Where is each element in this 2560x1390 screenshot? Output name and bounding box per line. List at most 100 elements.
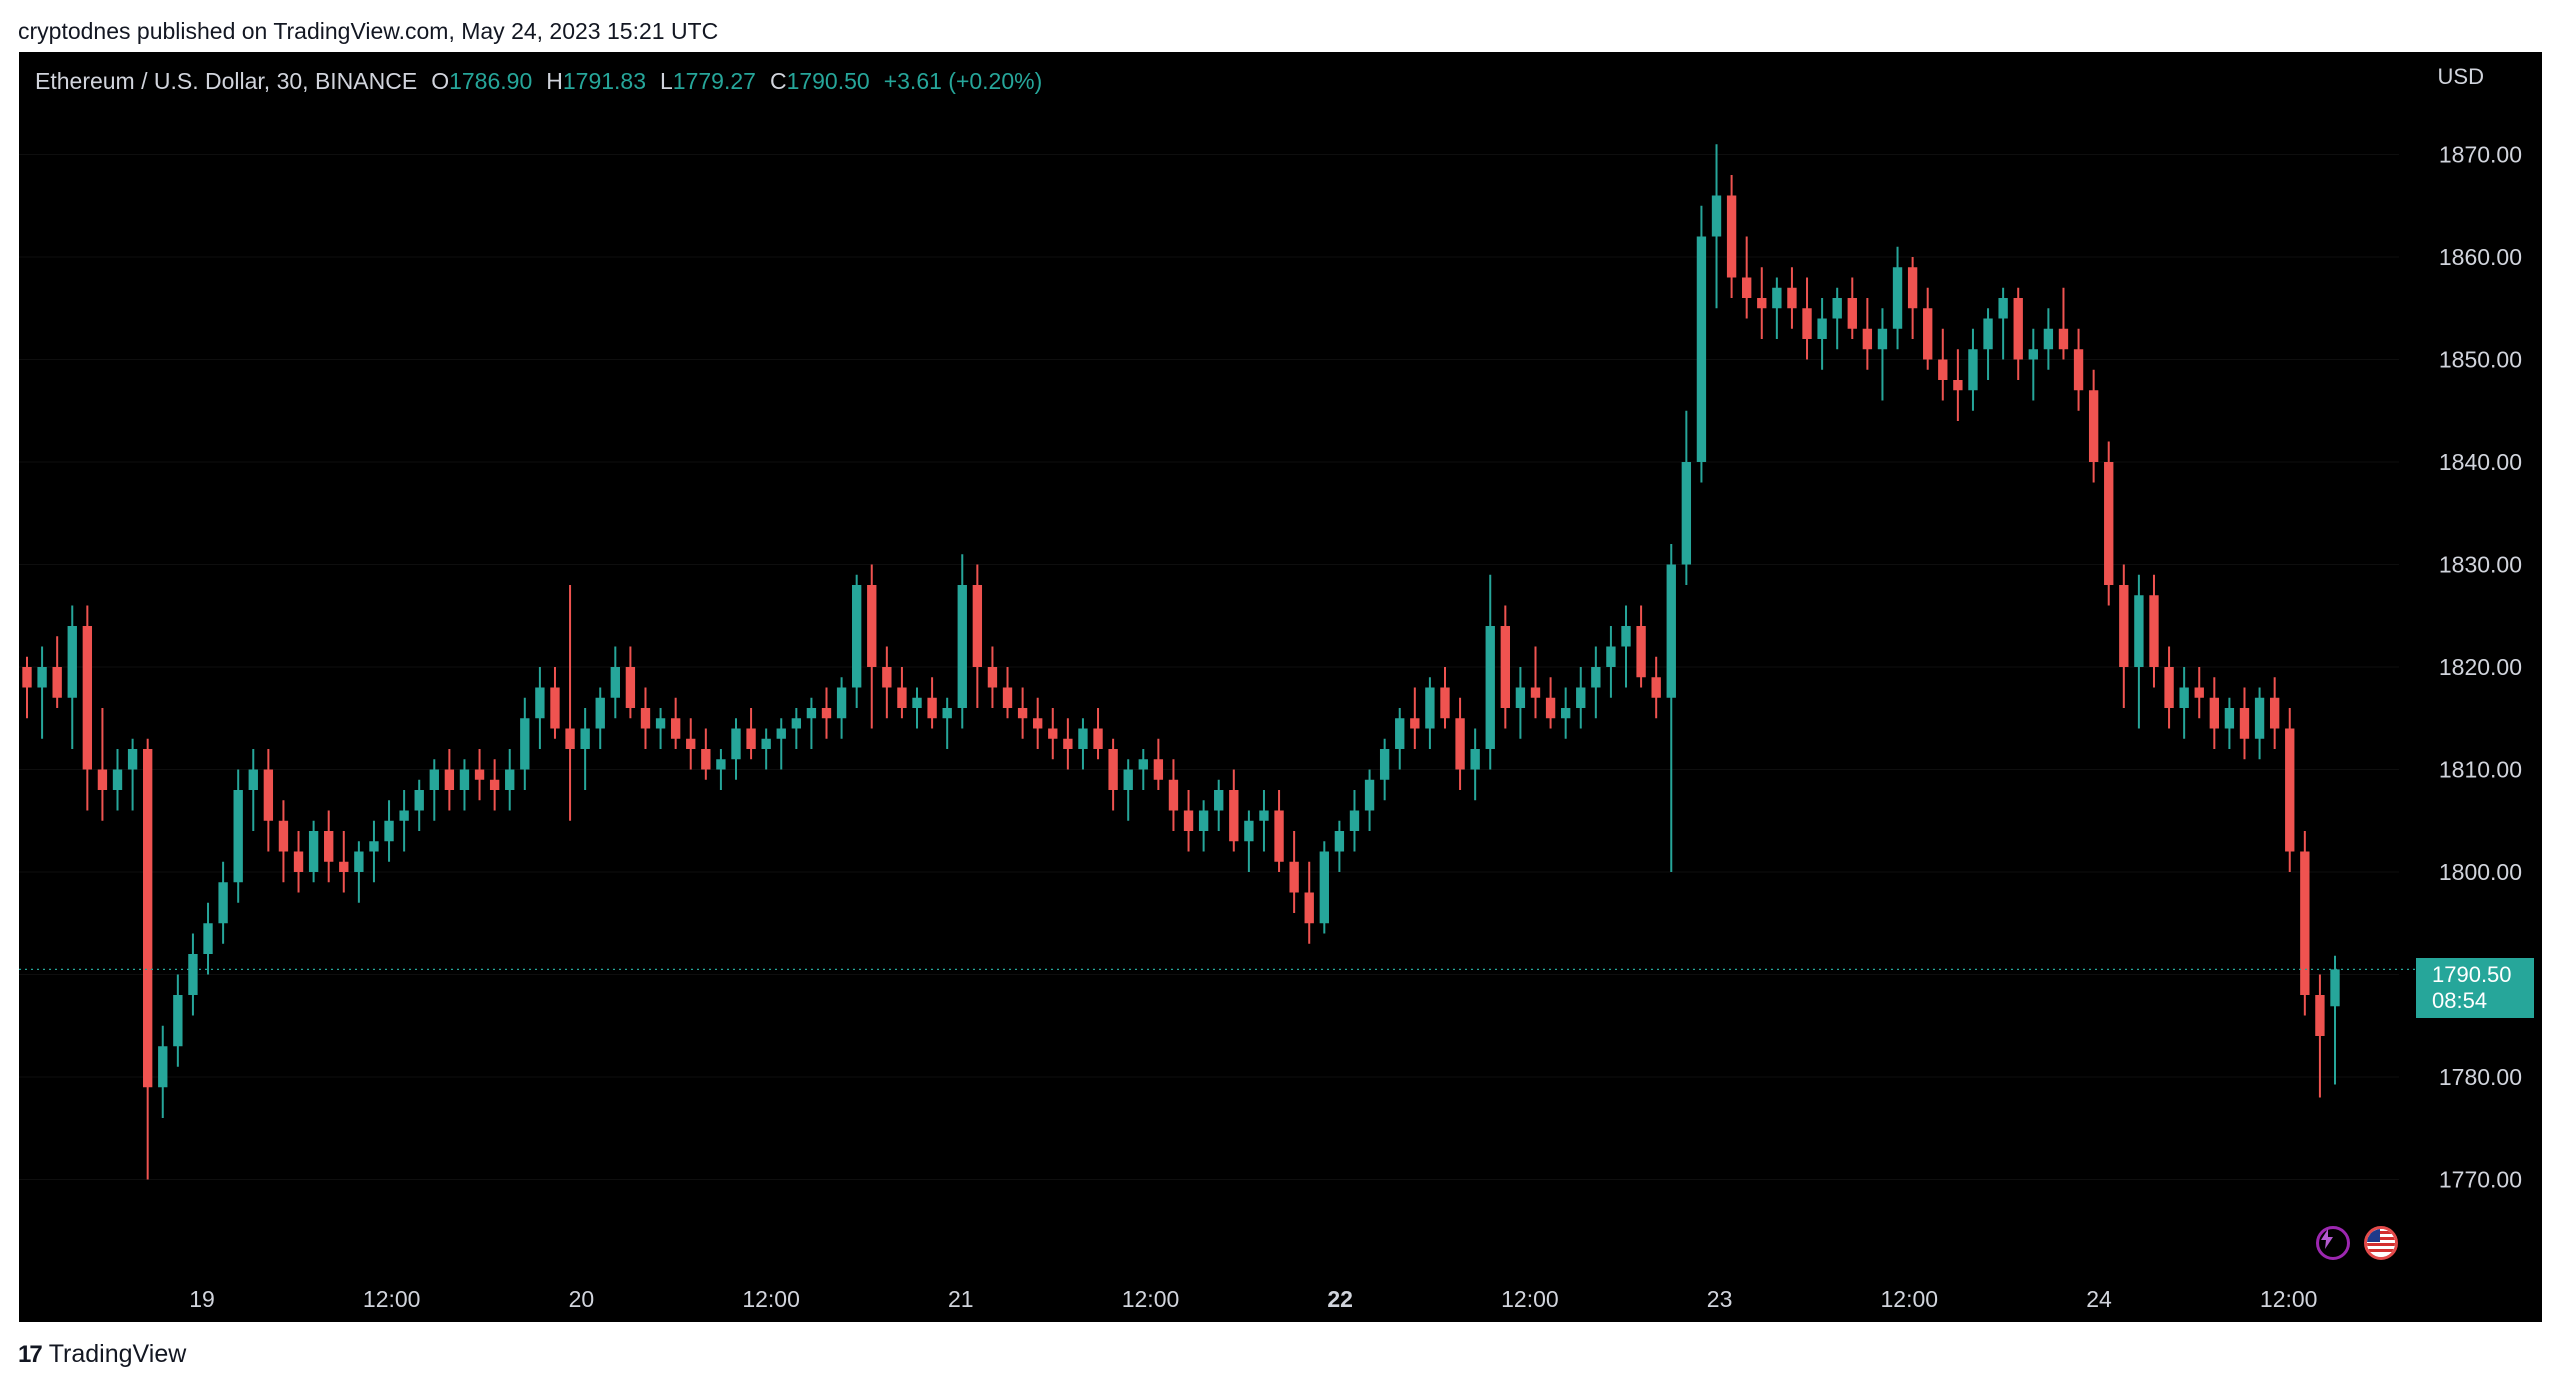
chart-panel[interactable]: 1770.00 1780.00 1800.00 1810.00 1820.00 1830.… [19,52,2542,1322]
candle-body [1108,749,1118,790]
candle-body [127,749,138,770]
candle-body [942,708,952,719]
candle-body [1033,718,1043,729]
candle-body [2209,697,2219,729]
candle-body [776,728,786,739]
candle-body [1847,298,1857,329]
candle-body [1093,728,1103,749]
candle-body [97,769,108,790]
candle-body [716,759,726,770]
candle-body [1168,779,1179,811]
y-tick-label: 1780.00 [2439,1064,2522,1090]
candle-body [535,687,545,719]
y-tick-label: 1820.00 [2439,654,2522,680]
candle-body [1410,718,1420,729]
candle-body [2285,728,2295,852]
change-value: +3.61 (+0.20%) [883,68,1043,94]
x-tick-label: 12:00 [1501,1286,1559,1312]
candle-body [158,1046,168,1088]
tradingview-logo[interactable]: 17 TradingView [18,1340,186,1369]
y-tick-label: 1860.00 [2439,244,2522,270]
candle-body [459,769,470,790]
candle-body [670,718,681,739]
y-tick-label: 1770.00 [2439,1167,2522,1193]
last-price-tag: 1790.50 08:54 [2416,958,2534,1018]
candle-body [1138,759,1148,770]
candle-body [1153,759,1164,780]
x-tick-label: 12:00 [1122,1286,1180,1312]
candle-body [324,831,334,862]
candle-body [112,769,123,790]
candle-body [2149,595,2159,667]
candlestick-chart[interactable]: 1770.00 1780.00 1800.00 1810.00 1820.00 1830.… [19,52,2542,1322]
candle-body [1395,718,1405,749]
candle-body [686,738,696,749]
candle-body [2239,708,2250,739]
lightning-icon[interactable] [2316,1226,2350,1260]
candle-body [821,708,832,719]
candle-body [1078,728,1088,749]
chart-legend: Ethereum / U.S. Dollar, 30, BINANCE O178… [35,68,1042,95]
candle-body [1772,287,1782,309]
candle-body [1500,626,1511,708]
close-value: 1790.50 [786,68,870,94]
candle-body [52,667,62,698]
candle-body [655,718,666,729]
candle-body [293,851,304,872]
publish-line: cryptodnes published on TradingView.com,… [18,18,719,44]
x-tick-label: 12:00 [742,1286,800,1312]
candle-body [188,954,198,995]
candle-body [565,728,575,749]
candle-body [37,667,47,688]
candle-body [897,687,907,708]
last-price-value: 1790.50 [2432,962,2512,987]
candle-body [1651,677,1661,698]
x-tick-label: 20 [569,1286,595,1312]
candle-body [806,708,817,719]
candle-body [354,851,364,872]
candle-body [1666,564,1676,698]
candle-body [1787,287,1797,309]
symbol-title[interactable]: Ethereum / U.S. Dollar, 30, BINANCE [35,68,418,94]
candle-body [1938,359,1948,380]
candle-body [143,749,153,1088]
candle-body [1425,687,1435,729]
candle-body [2300,851,2310,995]
us-flag-icon[interactable] [2364,1226,2398,1260]
candle-body [384,820,394,842]
candle-body [1606,646,1616,667]
candle-body [1576,687,1586,708]
x-tick-label: 22 [1327,1286,1353,1312]
currency-label[interactable]: USD [2437,64,2484,89]
tradingview-logo-icon: 17 [18,1340,43,1368]
candle-body [414,790,424,811]
candle-body [1681,462,1692,565]
candle-body [1998,298,2008,319]
open-label: O [431,68,450,94]
candle-body [218,882,228,924]
candle-body [369,841,379,852]
y-tick-label: 1840.00 [2439,449,2522,475]
candle-body [308,831,319,872]
candle-body [1259,810,1269,821]
candle-body [746,728,756,749]
x-tick-label: 24 [2086,1286,2112,1312]
candle-body [761,738,771,749]
candle-body [882,667,892,688]
candle-body [1334,831,1345,852]
candle-body [2254,697,2265,739]
candle-body [173,995,183,1047]
candle-body [1048,728,1058,739]
candle-body [867,585,877,667]
candle-body [1379,749,1390,780]
candle-body [1802,308,1812,339]
candle-body [1289,861,1299,893]
candle-body [2330,969,2340,1007]
candle-body [2179,687,2189,708]
candle-body [233,790,243,883]
bar-countdown: 08:54 [2432,988,2488,1013]
candle-body [1440,687,1450,719]
candle-body [701,749,711,770]
candle-body [851,585,862,688]
candle-body [263,769,274,821]
